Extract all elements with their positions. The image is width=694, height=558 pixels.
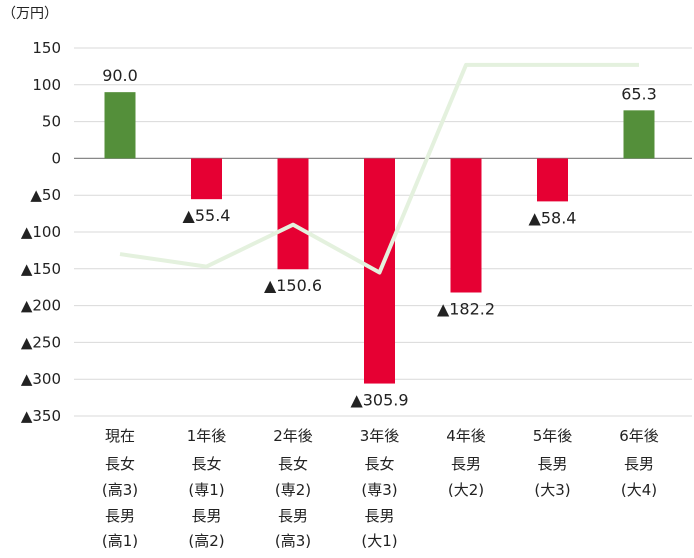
x-category-label: (高3)	[102, 481, 138, 499]
y-tick-label: 150	[32, 39, 61, 57]
y-tick-label: ▲250	[21, 333, 61, 351]
bar	[623, 110, 655, 159]
x-category-label: (大4)	[621, 481, 657, 499]
y-tick-label: 50	[42, 113, 61, 131]
x-category-label: 長男	[278, 507, 308, 525]
x-category-label: 6年後	[619, 427, 659, 445]
x-category-label: 現在	[105, 427, 135, 445]
bar	[191, 158, 222, 200]
x-category-label: 長女	[105, 455, 135, 473]
x-category-label: (専2)	[275, 481, 311, 499]
y-axis: 150 100 50 0 ▲50 ▲100 ▲150 ▲200 ▲250 ▲300 ▲350	[21, 39, 61, 425]
x-category-label: 長男	[451, 455, 481, 473]
x-category-label: (大2)	[448, 481, 484, 499]
bar	[450, 158, 482, 293]
bar-value-label: 65.3	[621, 84, 657, 103]
x-category-label: (専1)	[188, 481, 224, 499]
series-line	[119, 62, 639, 275]
data-labels: 90.0 ▲55.4 ▲150.6 ▲305.9 ▲182.2 ▲58.4 65.3	[102, 66, 657, 409]
bar	[537, 158, 568, 202]
x-category-label: 長男	[191, 507, 221, 525]
x-category-label: 長女	[191, 455, 221, 473]
unit-label: （万円）	[2, 6, 58, 22]
x-category-label: 2年後	[273, 427, 313, 445]
x-category-label: 5年後	[533, 427, 573, 445]
y-tick-label: ▲300	[21, 370, 61, 388]
bar-value-label: ▲305.9	[350, 391, 408, 410]
x-category-label: 長男	[537, 455, 567, 473]
x-category-label: (高1)	[102, 532, 138, 550]
bar-value-label: ▲150.6	[264, 276, 322, 295]
x-category-label: 長男	[105, 507, 135, 525]
y-tick-label: ▲100	[21, 223, 61, 241]
x-category-label: 1年後	[187, 427, 227, 445]
x-category-label: 長男	[364, 507, 394, 525]
y-tick-label: ▲350	[21, 407, 61, 425]
x-category-label: (高2)	[188, 532, 224, 550]
bar-value-label: ▲55.4	[183, 206, 231, 225]
x-category-label: (大1)	[361, 532, 397, 550]
y-tick-label: ▲50	[30, 186, 61, 204]
bar	[104, 92, 136, 159]
x-category-label: (高3)	[275, 532, 311, 550]
bar-value-label: ▲182.2	[437, 299, 495, 318]
x-category-label: (専3)	[361, 481, 397, 499]
y-tick-label: ▲150	[21, 260, 61, 278]
x-category-label: 3年後	[360, 427, 400, 445]
bar-value-label: ▲58.4	[529, 208, 577, 227]
x-category-label: 長女	[364, 455, 394, 473]
y-tick-label: ▲200	[21, 297, 61, 315]
bars	[104, 92, 655, 384]
bar	[277, 158, 309, 270]
y-tick-label: 100	[32, 76, 61, 94]
x-category-label: 長男	[624, 455, 654, 473]
y-tick-label: 0	[51, 149, 61, 167]
trend-line	[119, 62, 639, 275]
x-category-label: 4年後	[446, 427, 486, 445]
x-category-label: (大3)	[534, 481, 570, 499]
bar-value-label: 90.0	[102, 66, 138, 85]
x-category-label: 長女	[278, 455, 308, 473]
